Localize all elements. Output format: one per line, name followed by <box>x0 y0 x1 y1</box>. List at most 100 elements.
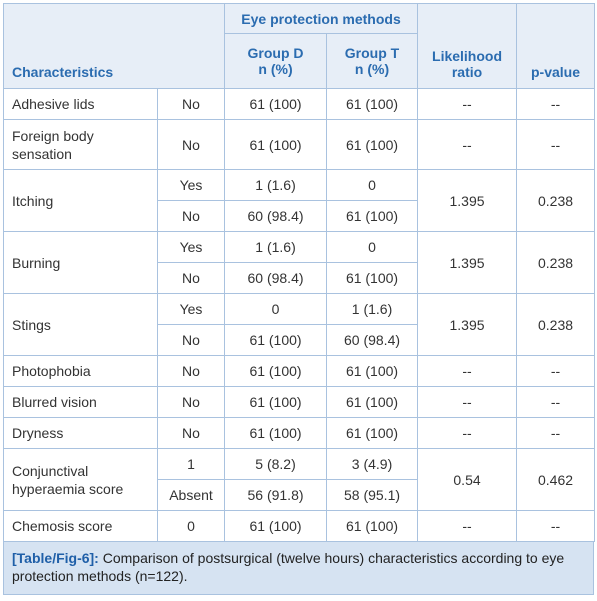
group-t-value: 61 (100) <box>326 88 419 120</box>
characteristic: Blurred vision <box>3 386 158 418</box>
characteristic: Burning <box>3 231 158 294</box>
group-t-value: 61 (100) <box>326 355 419 387</box>
table-figure: Characteristics Eye protection methods L… <box>2 3 596 595</box>
table-row: No 61 (100) 60 (98.4) <box>4 324 595 356</box>
table-row: Chemosis score 0 61 (100) 61 (100) -- -- <box>3 510 596 542</box>
table-row: Photophobia No 61 (100) 61 (100) -- -- <box>3 355 596 387</box>
level: No <box>156 119 226 170</box>
group-d-value: 61 (100) <box>224 417 328 449</box>
characteristic: Photophobia <box>3 355 158 387</box>
level: 1 <box>156 448 226 480</box>
table-row: Conjunctival hyperaemia score 1 5 (8.2) 3 (… <box>3 448 596 511</box>
group-t-value: 61 (100) <box>326 386 419 418</box>
group-d-value: 61 (100) <box>224 324 328 356</box>
caption-label: [Table/Fig-6]: <box>12 550 99 566</box>
group-t-value: 61 (100) <box>326 262 419 294</box>
group-t-value: 61 (100) <box>326 200 419 232</box>
level: 0 <box>156 510 226 542</box>
characteristic: Chemosis score <box>3 510 158 542</box>
p-value: 0.238 <box>516 231 596 294</box>
group-d-value: 61 (100) <box>224 119 328 170</box>
group-t-value: 60 (98.4) <box>326 324 419 356</box>
likelihood-ratio: -- <box>417 417 518 449</box>
group-d-value: 5 (8.2) <box>224 448 328 480</box>
group-d-value: 60 (98.4) <box>224 262 328 294</box>
level: No <box>156 417 226 449</box>
likelihood-ratio: 0.54 <box>417 448 518 511</box>
header-unit: n (%) <box>258 61 293 77</box>
likelihood-ratio: -- <box>417 355 518 387</box>
table-row: Burning Yes 1 (1.6) 0 1.395 0.238 <box>3 231 596 294</box>
table-row: Absent 56 (91.8) 58 (95.1) <box>4 479 595 511</box>
caption: [Table/Fig-6]: Comparison of postsurgica… <box>3 542 594 595</box>
table: Characteristics Eye protection methods L… <box>2 3 596 542</box>
group-t-value: 3 (4.9) <box>326 448 419 480</box>
header-likelihood: Likelihood ratio <box>417 3 518 89</box>
header-label: Group D <box>247 45 304 61</box>
table-row: Adhesive lids No 61 (100) 61 (100) -- -- <box>3 88 596 120</box>
p-value: 0.238 <box>516 293 596 356</box>
table-row: No 60 (98.4) 61 (100) <box>4 262 595 294</box>
level: No <box>156 355 226 387</box>
group-t-value: 61 (100) <box>326 417 419 449</box>
group-t-value: 58 (95.1) <box>326 479 419 511</box>
group-d-value: 56 (91.8) <box>224 479 328 511</box>
table-row: No 60 (98.4) 61 (100) <box>4 200 595 232</box>
group-d-value: 60 (98.4) <box>224 200 328 232</box>
p-value: 0.462 <box>516 448 596 511</box>
characteristic: Dryness <box>3 417 158 449</box>
p-value: -- <box>516 88 596 120</box>
p-value: 0.238 <box>516 169 596 232</box>
table-row: Dryness No 61 (100) 61 (100) -- -- <box>3 417 596 449</box>
group-d-value: 61 (100) <box>224 88 328 120</box>
characteristic: Conjunctival hyperaemia score <box>3 448 158 511</box>
characteristic: Itching <box>3 169 158 232</box>
caption-text: Comparison of postsurgical (twelve hours… <box>12 550 565 584</box>
level: No <box>156 324 226 356</box>
level: Yes <box>156 293 226 325</box>
p-value: -- <box>516 417 596 449</box>
level: Absent <box>156 479 226 511</box>
p-value: -- <box>516 355 596 387</box>
likelihood-ratio: -- <box>417 386 518 418</box>
group-d-value: 61 (100) <box>224 386 328 418</box>
likelihood-ratio: 1.395 <box>417 169 518 232</box>
group-t-value: 61 (100) <box>326 119 419 170</box>
group-t-value: 0 <box>326 169 419 201</box>
group-d-value: 0 <box>224 293 328 325</box>
group-d-value: 61 (100) <box>224 510 328 542</box>
header-unit: n (%) <box>354 61 390 77</box>
header-methods: Eye protection methods <box>224 3 419 34</box>
characteristic: Stings <box>3 293 158 356</box>
characteristic: Foreign body sensation <box>3 119 158 170</box>
table-row: Itching Yes 1 (1.6) 0 1.395 0.238 <box>3 169 596 232</box>
likelihood-ratio: -- <box>417 119 518 170</box>
level: Yes <box>156 169 226 201</box>
p-value: -- <box>516 386 596 418</box>
group-d-value: 1 (1.6) <box>224 169 328 201</box>
likelihood-ratio: 1.395 <box>417 231 518 294</box>
likelihood-ratio: -- <box>417 88 518 120</box>
header-p-value: p-value <box>516 3 596 89</box>
level: No <box>156 200 226 232</box>
group-d-value: 61 (100) <box>224 355 328 387</box>
table-row: Foreign body sensation No 61 (100) 61 (100)… <box>3 119 596 170</box>
group-t-value: 61 (100) <box>326 510 419 542</box>
p-value: -- <box>516 510 596 542</box>
table-row: Blurred vision No 61 (100) 61 (100) -- -- <box>3 386 596 418</box>
table-row: Stings Yes 0 1 (1.6) 1.395 0.238 <box>3 293 596 356</box>
level: Yes <box>156 231 226 263</box>
level: No <box>156 386 226 418</box>
group-t-value: 1 (1.6) <box>326 293 419 325</box>
table-body: Adhesive lids No 61 (100) 61 (100) -- -- Forei… <box>3 88 596 542</box>
characteristic: Adhesive lids <box>3 88 158 120</box>
header-characteristics: Characteristics <box>2 3 226 89</box>
header-label: Group T <box>344 45 400 61</box>
level: No <box>156 88 226 120</box>
group-t-value: 0 <box>326 231 419 263</box>
likelihood-ratio: -- <box>417 510 518 542</box>
level: No <box>156 262 226 294</box>
